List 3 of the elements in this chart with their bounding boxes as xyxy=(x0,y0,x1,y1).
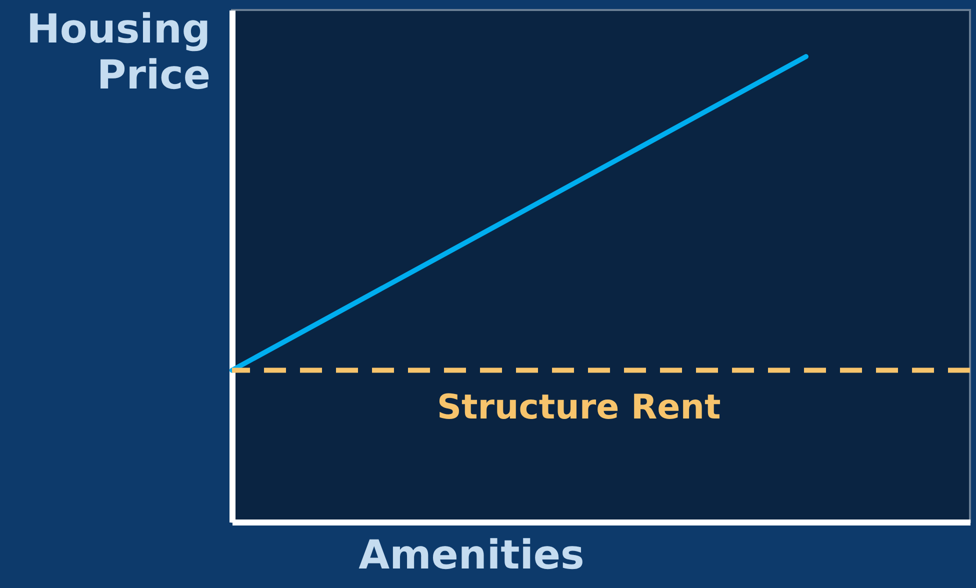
ref-line-label: Structure Rent xyxy=(437,387,721,428)
x-axis-title: Amenities xyxy=(358,532,584,578)
y-axis-title: Housing Price xyxy=(26,6,210,98)
